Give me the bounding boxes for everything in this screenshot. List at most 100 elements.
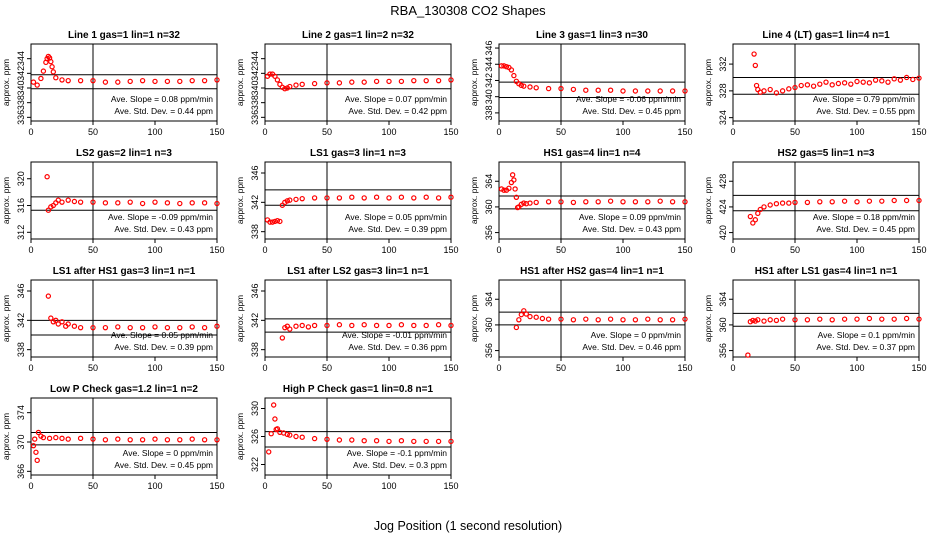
- data-point: [287, 83, 293, 90]
- data-point: [33, 449, 39, 455]
- data-point: [752, 217, 759, 223]
- data-point: [324, 195, 330, 201]
- data-point: [751, 51, 757, 57]
- data-point: [40, 68, 47, 74]
- data-point: [682, 88, 688, 94]
- data-point: [835, 80, 842, 87]
- x-tick-label: 50: [556, 245, 566, 255]
- data-point: [46, 435, 53, 442]
- data-point: [274, 426, 281, 432]
- data-point: [518, 311, 525, 318]
- data-point: [411, 322, 417, 329]
- y-axis-label: approx. ppm: [469, 295, 479, 342]
- x-tick-label: 0: [28, 245, 33, 255]
- y-tick-label: 338: [16, 342, 26, 357]
- data-point: [77, 199, 84, 205]
- y-axis-label: approx. ppm: [1, 295, 11, 342]
- y-tick-label: 322: [250, 457, 260, 472]
- data-point: [423, 438, 429, 445]
- data-point: [59, 199, 65, 205]
- data-point: [750, 220, 756, 226]
- x-tick-label: 0: [28, 127, 33, 137]
- data-point: [34, 457, 40, 464]
- data-point: [324, 80, 330, 86]
- data-point: [214, 323, 220, 329]
- data-point: [513, 194, 520, 200]
- x-tick-label: 50: [88, 127, 98, 137]
- y-axis-label: approx. ppm: [1, 177, 11, 224]
- stddev-annotation: Ave. Std. Dev. = 0.45 ppm: [816, 224, 915, 234]
- data-point: [527, 84, 533, 90]
- data-point: [55, 321, 61, 327]
- data-point: [411, 438, 417, 445]
- y-tick-label: 364: [484, 292, 494, 307]
- data-point: [521, 200, 527, 206]
- panels-grid: Line 1 gas=1 lin=1 n=320 50 100 15033633834…: [1, 30, 927, 491]
- y-axis-label: approx. ppm: [235, 413, 245, 460]
- figure-title: RBA_130308 CO2 Shapes: [390, 3, 546, 18]
- data-point: [435, 77, 442, 84]
- data-point: [293, 196, 299, 203]
- x-tick-label: 100: [381, 363, 396, 373]
- y-tick-label: 370: [16, 434, 26, 449]
- data-point: [891, 197, 897, 204]
- data-point: [373, 78, 380, 85]
- data-point: [127, 199, 133, 205]
- data-point: [773, 317, 780, 324]
- data-point: [299, 195, 305, 202]
- data-point: [897, 77, 904, 83]
- slope-annotation: Ave. Slope = 0.09 ppm/min: [579, 212, 681, 222]
- data-point: [361, 322, 367, 328]
- data-point: [558, 85, 564, 92]
- x-tick-label: 100: [615, 363, 630, 373]
- data-point: [682, 316, 688, 322]
- y-tick-label: 424: [718, 199, 728, 214]
- data-point: [521, 308, 527, 314]
- data-point: [293, 433, 299, 440]
- data-point: [498, 63, 505, 69]
- data-point: [435, 322, 442, 328]
- slope-annotation: Ave. Slope = -0.06 ppm/min: [576, 94, 681, 104]
- data-point: [336, 322, 343, 328]
- data-point: [745, 352, 751, 358]
- slope-annotation: Ave. Slope = 0 ppm/min: [123, 448, 214, 458]
- y-tick-label: 316: [16, 198, 26, 213]
- data-point: [682, 199, 688, 205]
- x-tick-label: 100: [849, 363, 864, 373]
- data-point: [558, 316, 564, 322]
- x-tick-label: 50: [88, 363, 98, 373]
- y-tick-label: 342: [250, 313, 260, 328]
- y-tick-label: 356: [718, 343, 728, 358]
- x-tick-label: 0: [262, 127, 267, 137]
- stddev-annotation: Ave. Std. Dev. = 0.43 ppm: [114, 224, 213, 234]
- data-point: [533, 199, 539, 206]
- panel-7: HS1 gas=4 lin=1 n=4 0 50 100 150 356 360 364 app…: [469, 148, 693, 255]
- data-point: [311, 322, 318, 329]
- data-point: [632, 88, 639, 94]
- data-point: [767, 86, 773, 93]
- data-point: [270, 402, 277, 408]
- x-tick-label: 150: [911, 245, 926, 255]
- data-point: [324, 436, 330, 442]
- y-axis-label: approx. ppm: [235, 295, 245, 342]
- data-point: [214, 437, 220, 443]
- data-point: [435, 438, 442, 445]
- panel-title: HS1 after HS2 gas=4 lin=1 n=1: [520, 266, 664, 277]
- data-point: [189, 324, 195, 330]
- data-point: [533, 314, 539, 320]
- data-point: [152, 199, 158, 205]
- data-point: [177, 200, 183, 207]
- data-point: [903, 74, 910, 81]
- y-tick-label: 366: [16, 464, 26, 479]
- data-point: [423, 322, 429, 329]
- x-tick-label: 0: [262, 481, 267, 491]
- data-point: [349, 322, 355, 329]
- data-point: [620, 317, 626, 323]
- data-point: [792, 84, 798, 91]
- y-axis-label: approx. ppm: [235, 177, 245, 224]
- data-point: [48, 58, 54, 65]
- x-tick-label: 0: [28, 363, 33, 373]
- data-point: [59, 77, 65, 83]
- data-point: [299, 81, 305, 88]
- x-tick-label: 0: [262, 363, 267, 373]
